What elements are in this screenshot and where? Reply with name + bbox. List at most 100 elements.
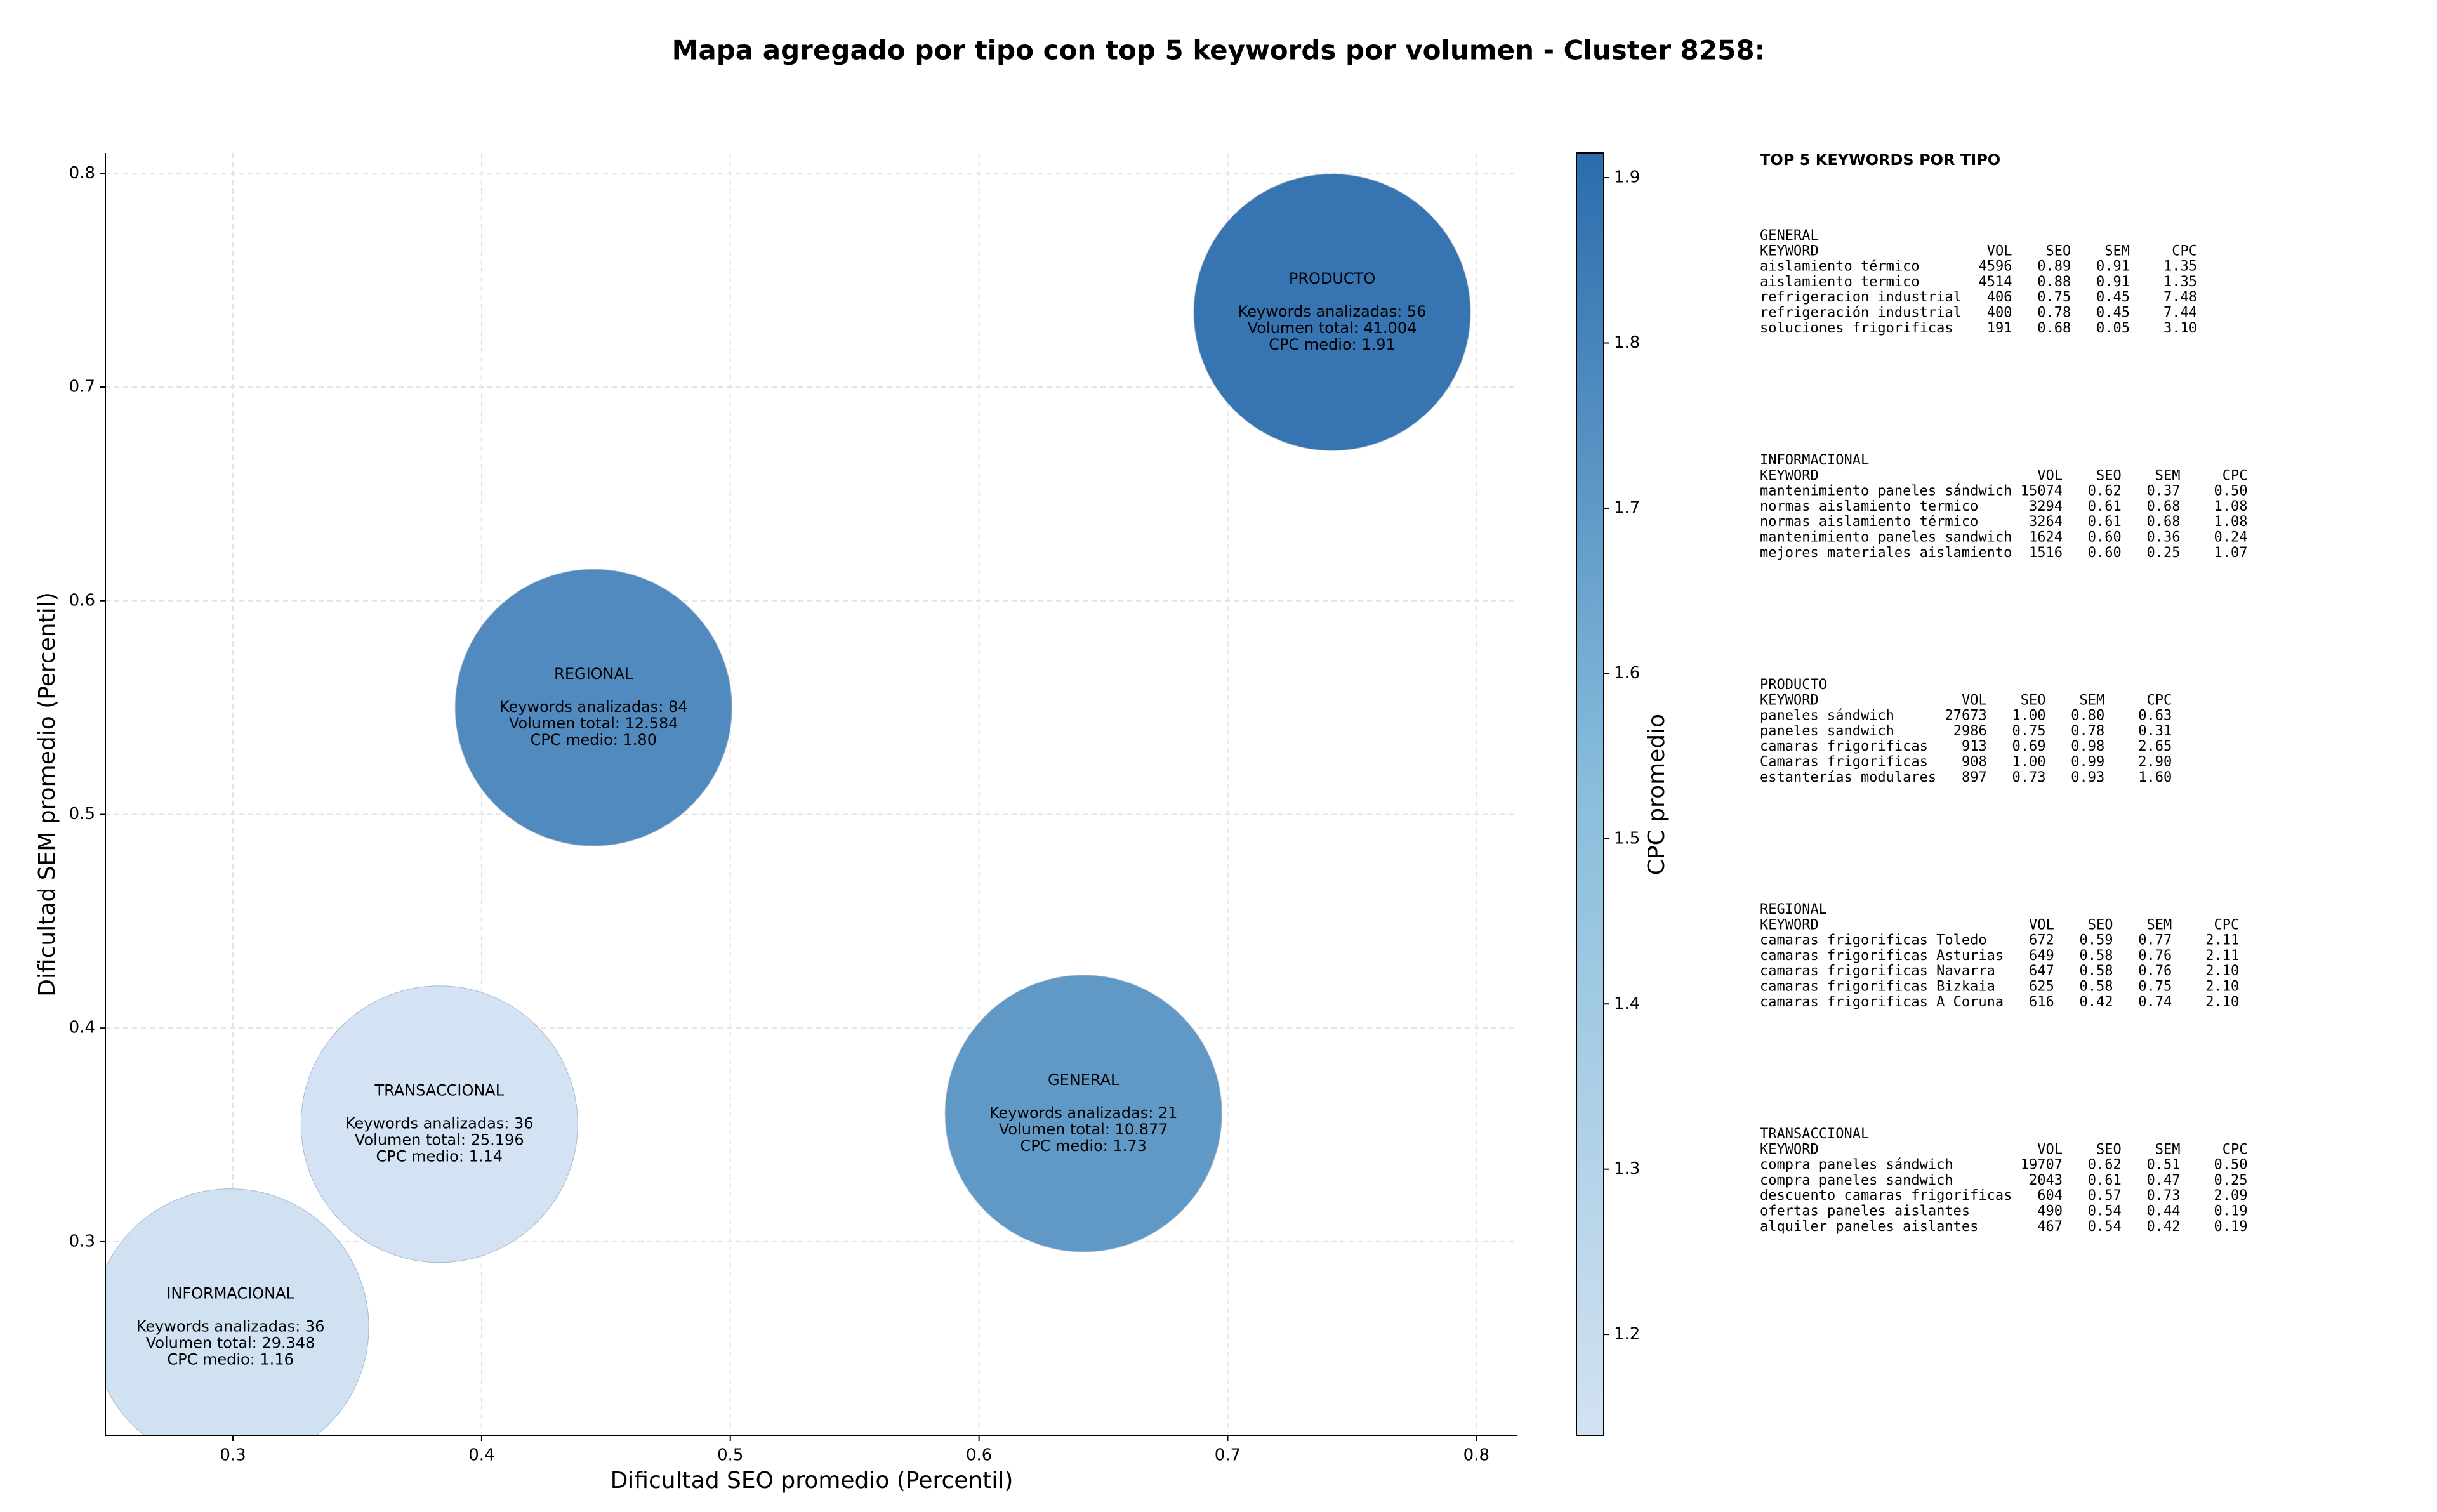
table-header: CPC	[2214, 917, 2240, 933]
table-cell: estanterías modulares	[1760, 770, 1936, 786]
y-tick-label: 0.3	[69, 1232, 95, 1251]
table-cell: 19707	[2021, 1157, 2063, 1173]
table-cell: 2986	[1953, 723, 1987, 739]
table-cell: 27673	[1945, 708, 1987, 724]
table-cell: 191	[1987, 320, 2012, 336]
table-cell: compra paneles sándwich	[1760, 1157, 1953, 1173]
table-cell: 2.10	[2205, 963, 2239, 979]
table-header: SEO	[2088, 917, 2113, 933]
table-cell: 2.10	[2205, 979, 2239, 995]
table-cell: camaras frigorificas	[1760, 739, 1928, 754]
table-header: SEM	[2155, 468, 2181, 483]
table-cell: 913	[1962, 739, 1987, 754]
table-cell: 2.11	[2205, 933, 2239, 949]
table-cell: 0.73	[2012, 770, 2046, 786]
table-header: CPC	[2147, 692, 2172, 708]
table-cell: camaras frigorificas Toledo	[1760, 933, 1987, 949]
table-header: CPC	[2222, 1141, 2248, 1157]
table-cell: 0.36	[2147, 530, 2181, 546]
table-header: SEO	[2046, 243, 2071, 259]
table-cell: 1.07	[2214, 545, 2248, 561]
table-cell: 0.61	[2088, 514, 2122, 530]
y-tick-label: 0.7	[69, 378, 95, 397]
colorbar-tick-label: 1.9	[1614, 168, 1640, 187]
bubble	[944, 975, 1222, 1252]
table-cell: 4596	[1979, 259, 2012, 275]
table-cell: 0.88	[2037, 274, 2071, 290]
bubble-detail: Volumen total: 12.584	[509, 714, 678, 732]
colorbar-tick-label: 1.2	[1614, 1325, 1640, 1344]
table-cell: 0.42	[2147, 1219, 2181, 1235]
table-cell: 0.19	[2214, 1204, 2248, 1219]
bubble	[105, 1188, 369, 1435]
table-cell: 0.91	[2096, 259, 2130, 275]
bubble-name: GENERAL	[1048, 1071, 1119, 1089]
bubble-detail: Keywords analizadas: 36	[345, 1115, 534, 1133]
table-cell: 0.61	[2088, 499, 2122, 515]
table-cell: 0.47	[2147, 1173, 2181, 1188]
table-cell: 4514	[1979, 274, 2012, 290]
table-cell: 1624	[2029, 530, 2063, 546]
x-tick-label: 0.3	[220, 1446, 246, 1465]
table-cell: 0.75	[2037, 289, 2071, 305]
group-name: PRODUCTO	[1760, 677, 1827, 693]
table-cell: 467	[2037, 1219, 2063, 1235]
table-header: KEYWORD	[1760, 917, 1819, 933]
table-cell: 1.00	[2012, 754, 2046, 770]
table-header: VOL	[1962, 692, 1987, 708]
table-header: CPC	[2222, 468, 2248, 483]
bubble-detail: Keywords analizadas: 36	[136, 1318, 325, 1336]
table-cell: 649	[2029, 948, 2054, 964]
table-cell: 0.99	[2071, 754, 2104, 770]
table-cell: 2043	[2029, 1173, 2063, 1188]
table-cell: 0.58	[2080, 948, 2113, 964]
table-cell: 1.35	[2163, 274, 2197, 290]
table-header: SEO	[2021, 692, 2046, 708]
table-cell: refrigeración industrial	[1760, 305, 1962, 321]
table-cell: 647	[2029, 963, 2054, 979]
table-cell: 0.78	[2037, 305, 2071, 321]
table-cell: 0.80	[2071, 708, 2104, 724]
table-cell: mejores materiales aislamiento	[1760, 545, 2012, 561]
table-cell: 0.98	[2071, 739, 2104, 754]
table-cell: 2.65	[2138, 739, 2172, 754]
table-cell: 0.68	[2147, 499, 2181, 515]
table-cell: 0.42	[2080, 994, 2113, 1010]
table-cell: 2.11	[2205, 948, 2239, 964]
group-name: INFORMACIONAL	[1760, 452, 1869, 468]
bubble-detail: Keywords analizadas: 56	[1238, 303, 1427, 320]
bubble-detail: Volumen total: 41.004	[1248, 319, 1417, 337]
group-name: GENERAL	[1760, 228, 1819, 244]
table-cell: 0.31	[2138, 723, 2172, 739]
table-cell: 0.63	[2138, 708, 2172, 724]
x-tick-label: 0.6	[966, 1446, 992, 1465]
table-cell: 400	[1987, 305, 2012, 321]
table-cell: compra paneles sandwich	[1760, 1173, 1953, 1188]
table-cell: 897	[1962, 770, 1987, 786]
table-cell: 15074	[2021, 483, 2063, 499]
table-cell: 0.60	[2088, 530, 2122, 546]
chart-title: Mapa agregado por tipo con top 5 keyword…	[672, 35, 1766, 66]
table-cell: 0.73	[2147, 1188, 2181, 1204]
table-cell: 0.62	[2088, 483, 2122, 499]
table-cell: 0.45	[2096, 289, 2130, 305]
table-cell: aislamiento térmico	[1760, 259, 1920, 275]
table-cell: 0.60	[2088, 545, 2122, 561]
table-cell: 0.54	[2088, 1219, 2122, 1235]
bubble-name: REGIONAL	[554, 665, 633, 683]
bubble-detail: Volumen total: 10.877	[999, 1121, 1168, 1138]
colorbar-tick-label: 1.3	[1614, 1159, 1640, 1178]
table-cell: 0.58	[2080, 979, 2113, 995]
bubble-detail: CPC medio: 1.73	[1020, 1137, 1147, 1155]
table-cell: normas aislamiento termico	[1760, 499, 1978, 515]
bubble	[454, 569, 732, 846]
table-cell: alquiler paneles aislantes	[1760, 1219, 1978, 1235]
table-cell: 0.75	[2138, 979, 2172, 995]
table-cell: 0.50	[2214, 483, 2248, 499]
bubble-name: TRANSACCIONAL	[374, 1082, 504, 1100]
table-cell: 908	[1962, 754, 1987, 770]
table-cell: 0.78	[2071, 723, 2104, 739]
table-cell: refrigeracion industrial	[1760, 289, 1962, 305]
